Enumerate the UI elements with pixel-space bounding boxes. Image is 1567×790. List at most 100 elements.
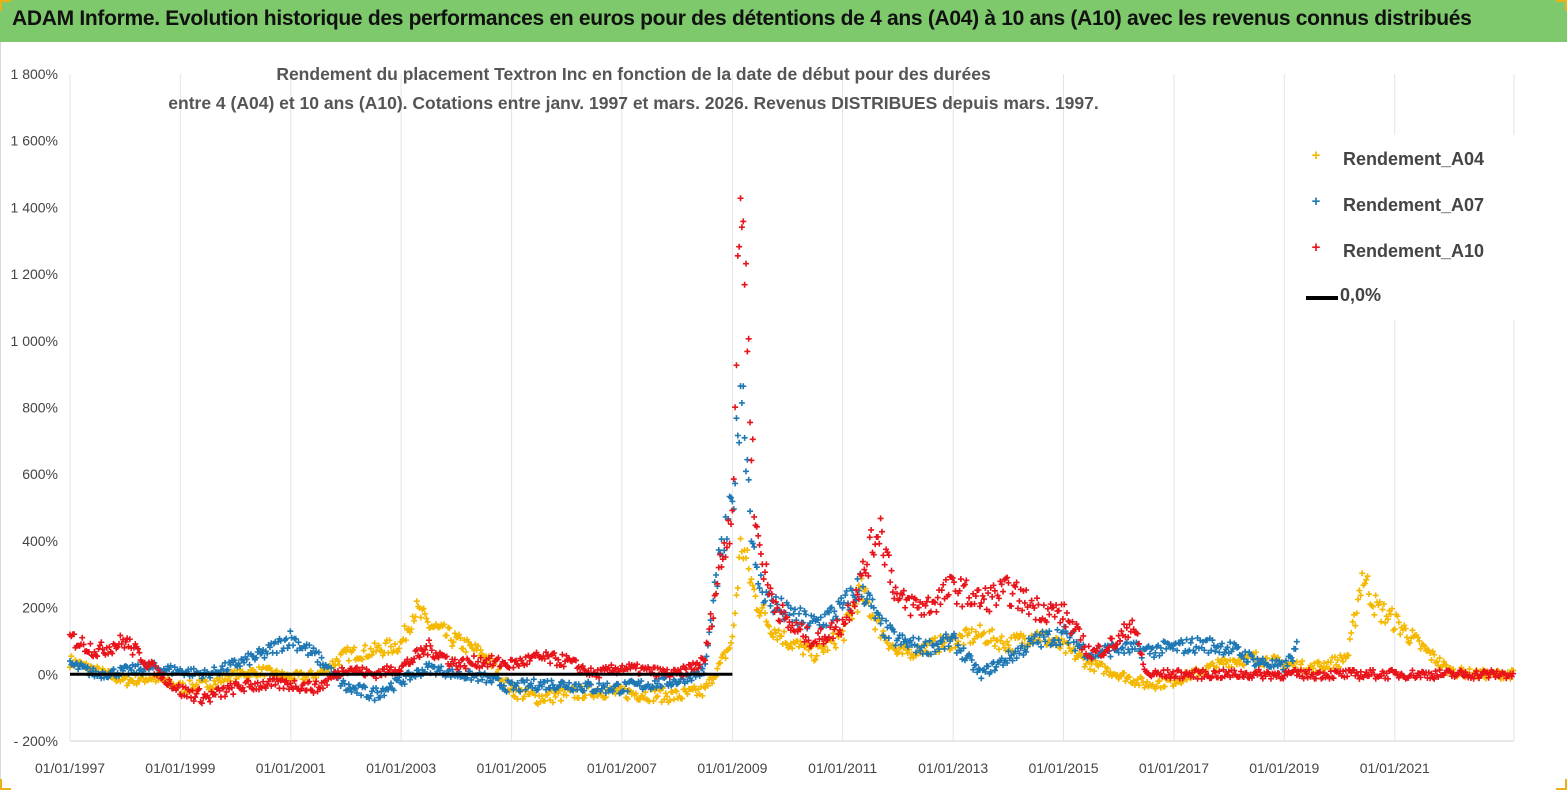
point-a07 xyxy=(1187,639,1194,646)
point-a04 xyxy=(768,630,775,637)
point-a10 xyxy=(756,541,763,548)
point-a07 xyxy=(734,432,741,439)
point-a10 xyxy=(572,657,579,664)
point-a10 xyxy=(135,645,142,652)
point-a07 xyxy=(345,681,352,688)
x-tick-label: 01/01/2009 xyxy=(697,760,767,776)
point-a10 xyxy=(881,561,888,568)
point-a04 xyxy=(1429,648,1436,655)
point-a10 xyxy=(938,587,945,594)
point-a07 xyxy=(1278,659,1285,666)
plus-marker-icon: + xyxy=(1311,147,1321,164)
point-a07 xyxy=(548,677,555,684)
point-a10 xyxy=(1357,668,1364,675)
point-a10 xyxy=(1000,588,1007,595)
point-a10 xyxy=(927,608,934,615)
point-a04 xyxy=(684,691,691,698)
point-a07 xyxy=(110,666,117,673)
point-a07 xyxy=(224,666,231,673)
point-a10 xyxy=(1047,600,1054,607)
point-a07 xyxy=(318,654,325,661)
point-a04 xyxy=(1363,576,1370,583)
point-a04 xyxy=(766,623,773,630)
point-a10 xyxy=(1473,668,1480,675)
point-a10 xyxy=(262,685,269,692)
point-a07 xyxy=(915,635,922,642)
point-a10 xyxy=(813,640,820,647)
point-a04 xyxy=(1334,657,1341,664)
point-a10 xyxy=(730,476,737,483)
point-a10 xyxy=(995,595,1002,602)
y-tick-label: 600% xyxy=(22,466,58,482)
point-a10 xyxy=(634,661,641,668)
point-a10 xyxy=(762,569,769,576)
point-a07 xyxy=(1055,637,1062,644)
point-a04 xyxy=(394,648,401,655)
point-a04 xyxy=(420,605,427,612)
point-a07 xyxy=(1072,647,1079,654)
point-a04 xyxy=(824,647,831,654)
point-a04 xyxy=(477,647,484,654)
point-a07 xyxy=(135,661,142,668)
point-a10 xyxy=(283,677,290,684)
point-a10 xyxy=(853,586,860,593)
point-a10 xyxy=(489,662,496,669)
point-a07 xyxy=(522,686,529,693)
point-a10 xyxy=(1355,672,1362,679)
point-a10 xyxy=(865,572,872,579)
point-a04 xyxy=(402,637,409,644)
point-a10 xyxy=(749,436,756,443)
legend-label-a04: Rendement_A04 xyxy=(1343,149,1485,169)
x-tick-label: 01/01/2017 xyxy=(1139,760,1209,776)
point-a10 xyxy=(1312,675,1319,682)
point-a04 xyxy=(699,692,706,699)
point-a07 xyxy=(227,661,234,668)
point-a10 xyxy=(300,680,307,687)
y-tick-label: 1 000% xyxy=(11,333,58,349)
point-a07 xyxy=(292,635,299,642)
point-a07 xyxy=(1005,648,1012,655)
point-a07 xyxy=(877,620,884,627)
point-a07 xyxy=(732,480,739,487)
point-a07 xyxy=(495,675,502,682)
point-a07 xyxy=(1244,658,1251,665)
point-a04 xyxy=(1348,629,1355,636)
point-a04 xyxy=(446,625,453,632)
point-a10 xyxy=(1243,669,1250,676)
point-a10 xyxy=(966,594,973,601)
point-a10 xyxy=(383,663,390,670)
point-a10 xyxy=(222,693,229,700)
point-a04 xyxy=(421,610,428,617)
point-a07 xyxy=(1016,650,1023,657)
point-a07 xyxy=(468,676,475,683)
point-a10 xyxy=(524,661,531,668)
point-a04 xyxy=(443,632,450,639)
point-a10 xyxy=(1051,613,1058,620)
point-a10 xyxy=(1510,670,1517,677)
point-a07 xyxy=(1235,643,1242,650)
point-a07 xyxy=(166,666,173,673)
point-a07 xyxy=(556,682,563,689)
point-a04 xyxy=(899,650,906,657)
point-a10 xyxy=(183,693,190,700)
point-a04 xyxy=(708,680,715,687)
x-tick-label: 01/01/2007 xyxy=(587,760,657,776)
point-a07 xyxy=(1250,656,1257,663)
point-a04 xyxy=(840,637,847,644)
point-a07 xyxy=(1039,628,1046,635)
point-a04 xyxy=(387,643,394,650)
point-a10 xyxy=(559,651,566,658)
point-a04 xyxy=(1443,662,1450,669)
point-a10 xyxy=(416,654,423,661)
point-a04 xyxy=(1126,673,1133,680)
point-a10 xyxy=(196,685,203,692)
point-a10 xyxy=(733,362,740,369)
point-a10 xyxy=(717,551,724,558)
point-a04 xyxy=(737,535,744,542)
point-a07 xyxy=(407,676,414,683)
point-a07 xyxy=(934,641,941,648)
point-a07 xyxy=(1049,641,1056,648)
point-a10 xyxy=(193,690,200,697)
point-a07 xyxy=(258,650,265,657)
point-a10 xyxy=(922,602,929,609)
